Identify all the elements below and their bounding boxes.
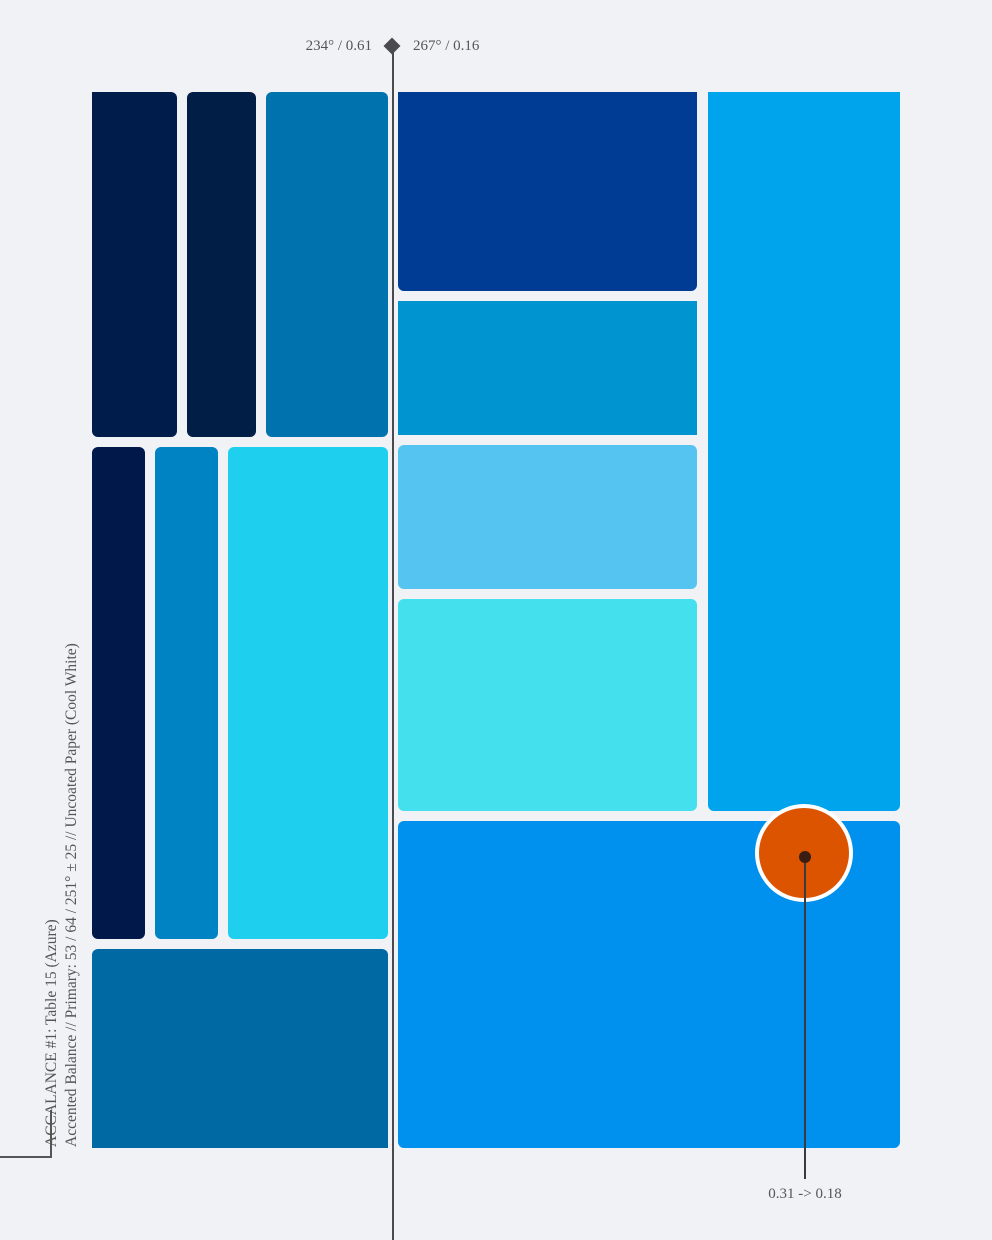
caption-rule <box>0 1156 52 1158</box>
side-caption: ACCALANCE #1: Table 15 (Azure) Accented … <box>42 643 82 1147</box>
color-block <box>92 92 177 437</box>
caption-title: ACCALANCE #1: Table 15 (Azure) <box>43 919 60 1147</box>
color-block <box>398 445 697 589</box>
caption-subtitle: Accented Balance // Primary: 53 / 64 / 2… <box>63 643 80 1147</box>
color-block <box>398 92 697 291</box>
color-block <box>398 599 697 811</box>
color-block <box>708 92 900 811</box>
diamond-icon <box>383 37 401 55</box>
axis-right-label: 267° / 0.16 <box>413 38 480 54</box>
color-block <box>155 447 218 939</box>
color-block <box>228 447 388 939</box>
marker-leader-line <box>804 857 806 1179</box>
color-block <box>398 301 697 435</box>
color-block <box>187 92 256 437</box>
color-block <box>92 949 388 1148</box>
caption-vertical-rule <box>50 1110 52 1158</box>
axis-left-label: 234° / 0.61 <box>305 38 372 54</box>
axis-line <box>392 50 394 1240</box>
color-block <box>266 92 388 437</box>
color-block <box>92 447 145 939</box>
marker-label: 0.31 -> 0.18 <box>768 1186 842 1202</box>
marker-center-dot <box>799 851 811 863</box>
